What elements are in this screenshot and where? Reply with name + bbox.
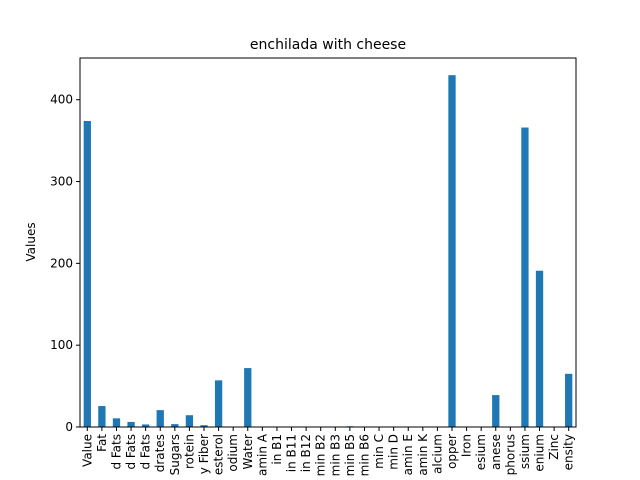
x-tick-label-9: esterol xyxy=(212,434,226,475)
bar-1 xyxy=(98,406,106,427)
bar-25 xyxy=(448,75,456,427)
x-tick-label-28: anese xyxy=(489,434,503,470)
x-tick-label-33: ensity xyxy=(562,434,576,470)
x-tick-label-20: min C xyxy=(372,434,386,469)
bar-9 xyxy=(214,380,223,427)
bar-6 xyxy=(171,424,179,427)
x-tick-label-18: min B5 xyxy=(343,434,357,476)
x-tick-label-29: phorus xyxy=(503,434,517,475)
bar-3 xyxy=(127,421,135,427)
x-tick-label-31: enium xyxy=(533,434,547,472)
x-tick-label-25: opper xyxy=(445,434,459,469)
x-tick-label-32: Zinc xyxy=(547,434,561,460)
x-tick-label-30: ssium xyxy=(518,434,532,469)
x-tick-label-11: Water xyxy=(241,434,255,470)
chart-title: enchilada with cheese xyxy=(250,37,406,53)
x-tick-label-15: in B12 xyxy=(299,434,313,472)
bar-31 xyxy=(535,270,544,427)
y-tick-label-3: 300 xyxy=(50,175,73,189)
bar-30 xyxy=(521,127,529,427)
x-tick-label-14: in B11 xyxy=(285,434,299,472)
x-tick-label-3: d Fats xyxy=(124,434,138,470)
bar-2 xyxy=(112,418,121,427)
x-tick-label-13: in B1 xyxy=(270,434,284,465)
x-tick-label-12: amin A xyxy=(255,433,269,476)
y-axis: 0 100 200 300 400 xyxy=(50,93,80,434)
x-tick-label-7: rotein xyxy=(182,434,196,469)
x-tick-label-17: min B3 xyxy=(328,434,342,476)
x-tick-label-2: d Fats xyxy=(109,434,123,470)
x-tick-label-24: alcium xyxy=(430,434,444,474)
y-tick-label-4: 400 xyxy=(50,93,73,107)
y-axis-label: Values xyxy=(24,222,38,261)
x-tick-label-26: Iron xyxy=(460,434,474,457)
x-tick-label-19: min B6 xyxy=(357,434,371,476)
x-tick-label-27: esium xyxy=(474,434,488,470)
x-tick-label-0: Value xyxy=(80,434,94,467)
x-axis: Value Fat d Fats d Fats d Fats drates Sugars ro… xyxy=(80,427,576,476)
x-tick-label-21: min D xyxy=(387,434,401,470)
bars-group xyxy=(83,75,573,427)
x-tick-label-16: min B2 xyxy=(314,434,328,476)
bar-4 xyxy=(142,424,150,427)
y-tick-label-2: 200 xyxy=(50,256,73,270)
x-tick-label-1: Fat xyxy=(95,434,109,452)
bar-7 xyxy=(185,415,194,427)
bar-11 xyxy=(244,368,252,427)
y-tick-label-0: 0 xyxy=(65,420,73,434)
bar-28 xyxy=(492,395,500,427)
bar-0 xyxy=(83,121,91,427)
bar-5 xyxy=(156,410,164,427)
x-tick-label-5: drates xyxy=(153,434,167,472)
plot-frame xyxy=(79,57,577,428)
bar-33 xyxy=(565,373,573,427)
x-tick-label-10: odium xyxy=(226,434,240,472)
x-tick-label-8: y Fiber xyxy=(197,434,211,474)
y-tick-label-1: 100 xyxy=(50,338,73,352)
x-tick-label-4: d Fats xyxy=(139,434,153,470)
x-tick-label-6: Sugars xyxy=(168,434,182,475)
bar-8 xyxy=(200,425,208,427)
x-tick-label-22: amin E xyxy=(401,434,415,475)
x-tick-label-23: amin K xyxy=(416,433,430,476)
